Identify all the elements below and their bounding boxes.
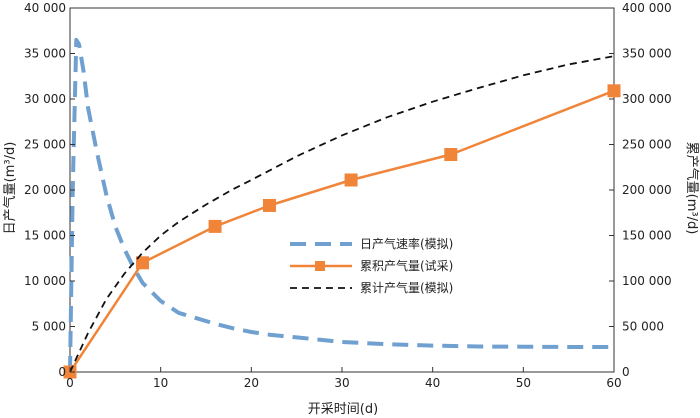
y-right-tick-label: 350 000 bbox=[622, 47, 672, 61]
y-right-tick-label: 150 000 bbox=[622, 229, 672, 243]
y-left-tick-label: 40 000 bbox=[24, 1, 66, 15]
y-left-tick-label: 25 000 bbox=[24, 138, 66, 152]
series-line-2 bbox=[68, 89, 615, 373]
series-point-2 bbox=[444, 148, 458, 162]
x-tick-label: 30 bbox=[334, 376, 349, 390]
legend-label-3: 累计产气量(模拟) bbox=[360, 280, 453, 295]
series-point-2 bbox=[607, 84, 621, 98]
y-right-tick-label: 100 000 bbox=[622, 274, 672, 288]
y-left-tick-label: 10 000 bbox=[24, 274, 66, 288]
legend-marker bbox=[315, 261, 325, 271]
y-left-tick-label: 0 bbox=[58, 365, 66, 379]
y-right-tick-label: 200 000 bbox=[622, 183, 672, 197]
y-left-tick-label: 15 000 bbox=[24, 229, 66, 243]
y-right-tick-label: 300 000 bbox=[622, 92, 672, 106]
series-point-2 bbox=[136, 256, 150, 270]
y-right-axis-title: 累产气量(m³/d) bbox=[684, 142, 700, 235]
y-left-tick-label: 35 000 bbox=[24, 47, 66, 61]
legend-label-1: 日产气速率(模拟) bbox=[360, 236, 453, 251]
series-line-1 bbox=[68, 37, 614, 373]
x-tick-label: 10 bbox=[153, 376, 168, 390]
series-line-3 bbox=[69, 55, 615, 373]
x-tick-label: 0 bbox=[66, 376, 74, 390]
x-tick-label: 50 bbox=[516, 376, 531, 390]
series-point-2 bbox=[262, 198, 276, 212]
y-left-tick-label: 5 000 bbox=[32, 320, 66, 334]
plot-area bbox=[69, 7, 615, 373]
x-axis-title: 开采时间(d) bbox=[308, 402, 378, 417]
legend-label-2: 累积产气量(试采) bbox=[360, 258, 453, 273]
series-point-2 bbox=[344, 173, 358, 187]
y-left-axis-title: 日产气量(m³/d) bbox=[2, 142, 18, 235]
y-left-tick-label: 30 000 bbox=[24, 92, 66, 106]
y-right-tick-label: 250 000 bbox=[622, 138, 672, 152]
y-right-tick-label: 50 000 bbox=[622, 320, 664, 334]
y-left-tick-label: 20 000 bbox=[24, 183, 66, 197]
x-tick-label: 40 bbox=[425, 376, 440, 390]
series-point-2 bbox=[208, 219, 222, 233]
y-right-tick-label: 400 000 bbox=[622, 1, 672, 15]
y-right-tick-label: 0 bbox=[622, 365, 630, 379]
x-tick-label: 60 bbox=[606, 376, 621, 390]
x-tick-label: 20 bbox=[244, 376, 259, 390]
